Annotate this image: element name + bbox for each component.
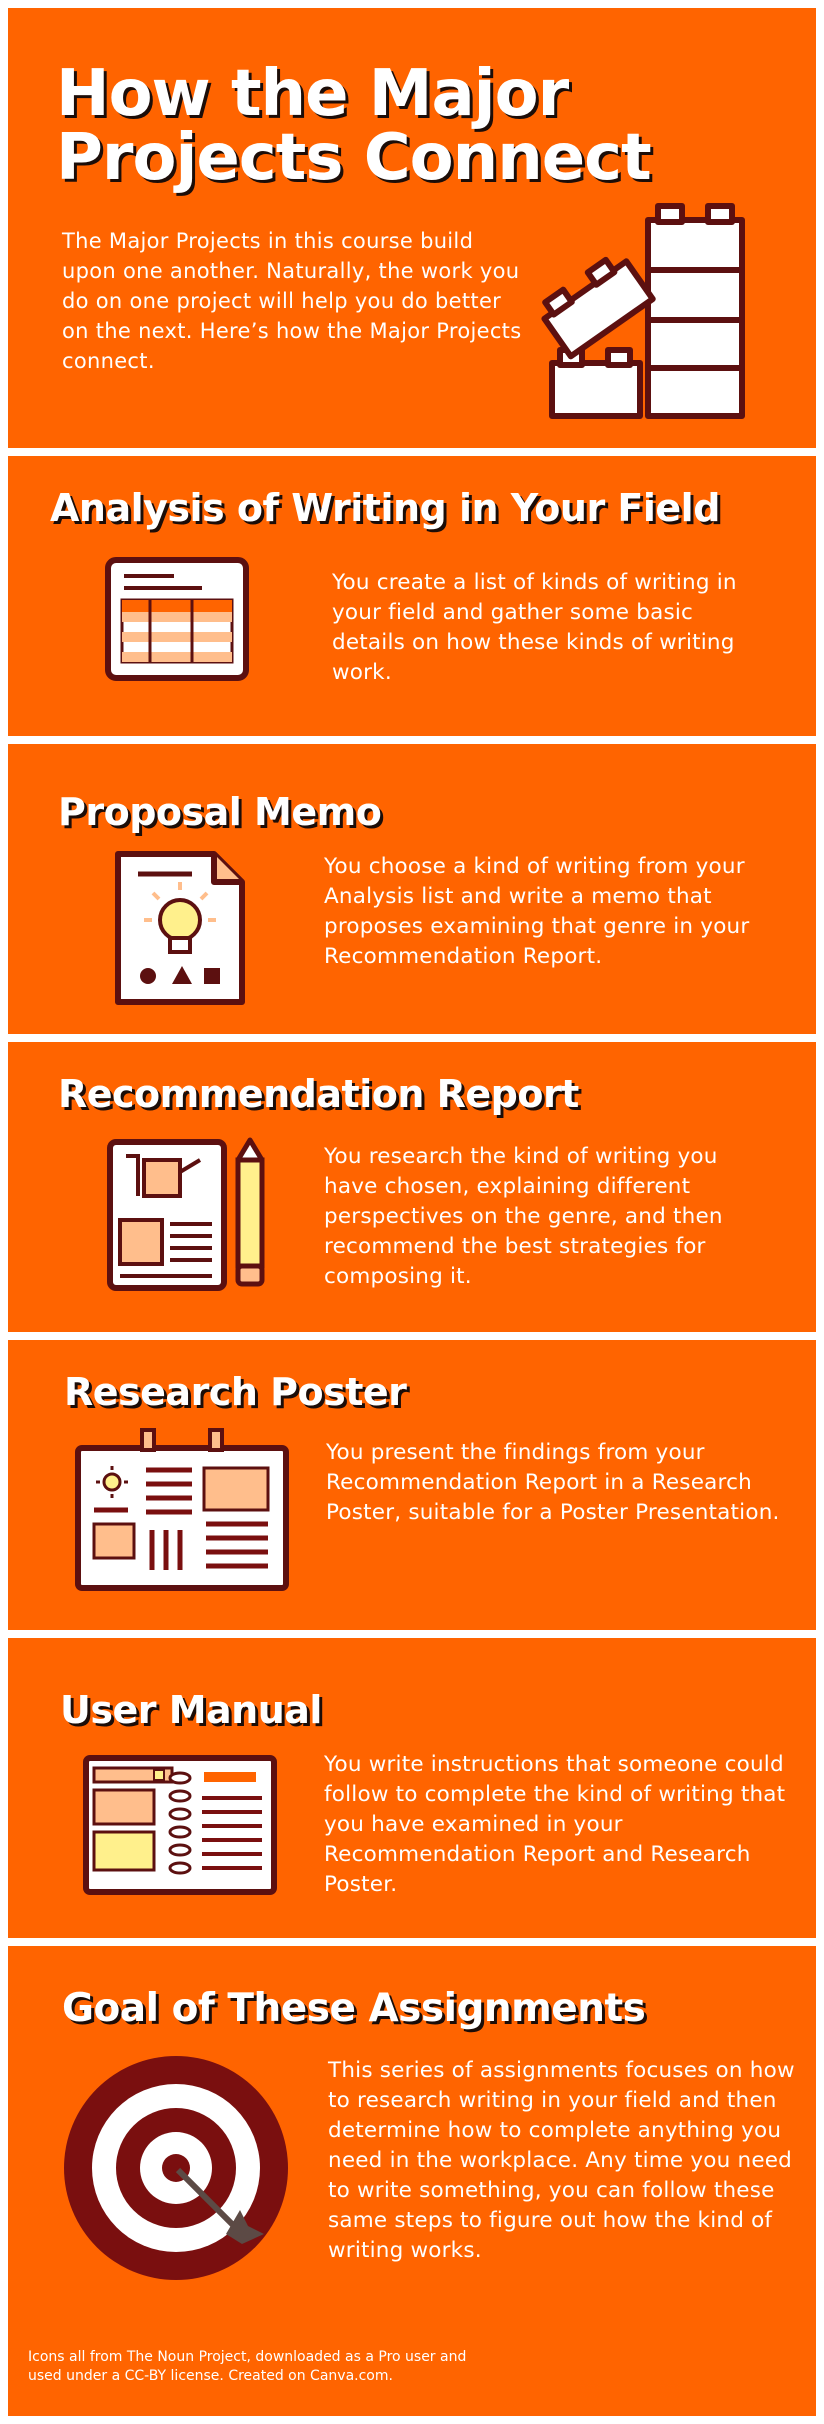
section-user-manual: User Manual You write instructions that … (8, 1638, 816, 1938)
section-text: You choose a kind of writing from your A… (324, 854, 750, 969)
section-text: You present the findings from your Recom… (326, 1440, 780, 1525)
header-panel: How the Major Projects Connect The Major… (8, 8, 816, 448)
poster-board-icon (75, 1428, 289, 1591)
target-arrow-icon (64, 2056, 288, 2280)
section-heading: Research Poster (64, 1370, 407, 1414)
intro-text: The Major Projects in this course build … (62, 229, 522, 373)
section-heading: Goal of These Assignments (62, 1986, 646, 2031)
footer-credit: Icons all from The Noun Project, downloa… (28, 2349, 467, 2384)
section-heading: Proposal Memo (58, 790, 382, 834)
section-goal: Goal of These Assignments This series of… (8, 1946, 816, 2416)
title-line-2: Projects Connect (56, 121, 652, 195)
section-proposal: Proposal Memo You choose a kind of writi… (8, 744, 816, 1034)
section-analysis: Analysis of Writing in Your Field You cr… (8, 456, 816, 736)
section-recommendation: Recommendation Report You research the k… (8, 1042, 816, 1332)
section-heading: User Manual (60, 1688, 322, 1732)
page-title: How the Major Projects Connect (56, 62, 652, 190)
section-heading: Recommendation Report (58, 1072, 579, 1116)
report-pencil-icon (107, 1137, 265, 1291)
section-text: You write instructions that someone coul… (324, 1752, 786, 1897)
section-text: You create a list of kinds of writing in… (332, 570, 737, 685)
section-heading: Analysis of Writing in Your Field (50, 486, 720, 530)
title-line-1: How the Major (56, 57, 569, 131)
lightbulb-document-icon (115, 851, 245, 1005)
section-text: You research the kind of writing you hav… (324, 1144, 723, 1289)
section-poster: Research Poster You present the findings… (8, 1340, 816, 1630)
building-blocks-icon (541, 203, 745, 419)
open-manual-icon (83, 1755, 277, 1895)
section-text: This series of assignments focuses on ho… (328, 2058, 795, 2263)
spreadsheet-document-icon (105, 557, 249, 681)
